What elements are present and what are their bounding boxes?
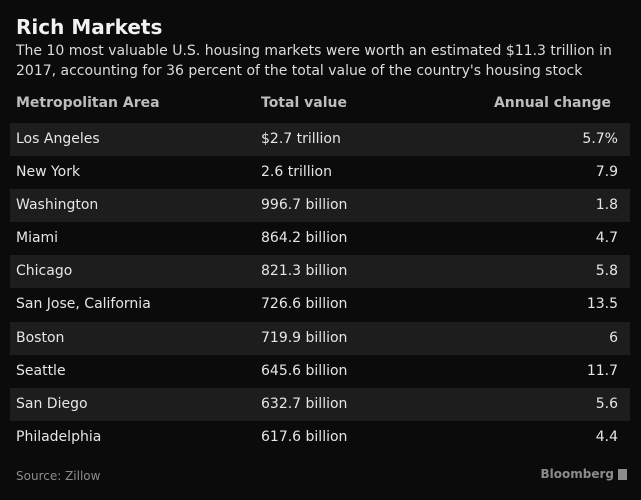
- cell-area: San Diego: [16, 395, 88, 412]
- cell-total-value: 821.3 billion: [261, 263, 348, 280]
- cell-area: San Jose, California: [16, 296, 151, 313]
- column-header-value: Total value: [261, 95, 347, 111]
- cell-area: Seattle: [16, 362, 66, 379]
- cell-total-value: 719.9 billion: [261, 329, 348, 346]
- cell-total-value: 632.7 billion: [261, 395, 348, 412]
- table-row: Miami 864.2 billion 4.7: [10, 222, 630, 255]
- table-row: San Diego 632.7 billion 5.6: [10, 387, 630, 421]
- table-row: Philadelphia 617.6 billion 4.4: [10, 421, 630, 454]
- table-row: New York 2.6 trillion 7.9: [10, 156, 630, 189]
- data-table: Los Angeles $2.7 trillion 5.7% New York 2.6 …: [10, 123, 630, 454]
- brand-text: Bloomberg: [540, 467, 615, 481]
- cell-total-value: 726.6 billion: [261, 296, 348, 313]
- chart-title: Rich Markets: [16, 15, 163, 39]
- cell-annual-change: 4.4: [595, 428, 618, 445]
- cell-area: Boston: [16, 329, 65, 346]
- cell-annual-change: 5.8: [595, 263, 618, 280]
- cell-annual-change: 5.7%: [582, 131, 618, 147]
- cell-annual-change: 13.5: [586, 296, 618, 313]
- cell-total-value: 996.7 billion: [261, 197, 348, 214]
- cell-annual-change: 6: [609, 329, 618, 346]
- cell-total-value: $2.7 trillion: [261, 131, 341, 147]
- bloomberg-logo: Bloomberg: [540, 467, 627, 481]
- table-row: Seattle 645.6 billion 11.7: [10, 355, 630, 388]
- cell-annual-change: 7.9: [595, 164, 618, 181]
- column-header-change: Annual change: [493, 95, 611, 111]
- cell-total-value: 645.6 billion: [261, 362, 348, 379]
- chart-subtitle: The 10 most valuable U.S. housing market…: [16, 43, 612, 79]
- table-row: Washington 996.7 billion 1.8: [10, 189, 630, 223]
- table-row: Los Angeles $2.7 trillion 5.7%: [10, 123, 630, 157]
- column-header-area: Metropolitan Area: [16, 95, 160, 111]
- table-row: Chicago 821.3 billion 5.8: [10, 255, 630, 289]
- cell-total-value: 2.6 trillion: [261, 164, 332, 181]
- cell-area: Philadelphia: [16, 428, 102, 445]
- source-note: Source: Zillow: [16, 469, 101, 483]
- table-row: Boston 719.9 billion 6: [10, 321, 630, 355]
- cell-area: Miami: [16, 230, 59, 247]
- table-row: San Jose, California 726.6 billion 13.5: [10, 288, 630, 321]
- cell-total-value: 864.2 billion: [261, 230, 348, 247]
- cell-area: New York: [16, 164, 81, 181]
- cell-annual-change: 5.6: [595, 395, 618, 412]
- cell-area: Los Angeles: [16, 131, 100, 147]
- cell-total-value: 617.6 billion: [261, 428, 348, 445]
- cell-annual-change: 4.7: [595, 230, 618, 247]
- cell-area: Washington: [16, 197, 99, 214]
- cell-area: Chicago: [16, 263, 73, 280]
- cell-annual-change: 11.7: [586, 362, 618, 379]
- bloomberg-icon: [618, 468, 627, 480]
- cell-annual-change: 1.8: [595, 197, 618, 214]
